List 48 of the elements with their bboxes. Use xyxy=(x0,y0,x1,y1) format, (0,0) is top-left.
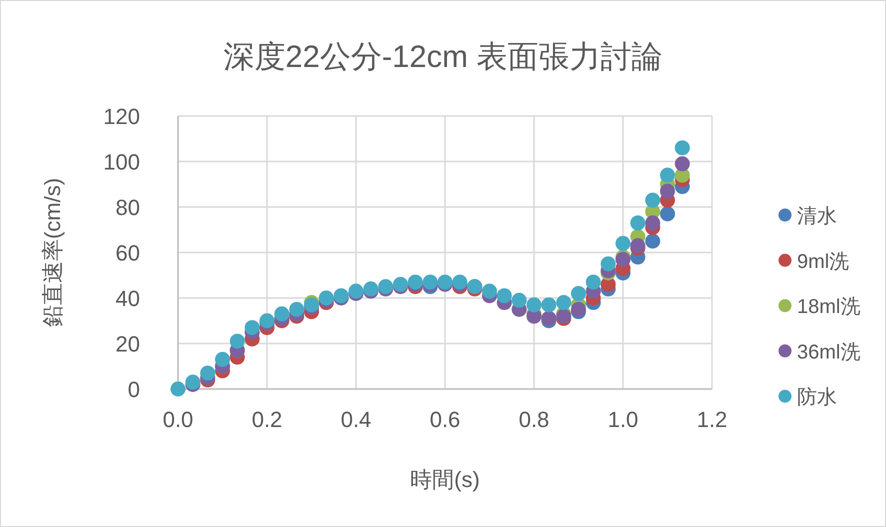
point xyxy=(170,382,186,396)
y-tick-label: 60 xyxy=(116,240,140,266)
y-tick-label: 20 xyxy=(116,332,140,356)
x-tick-label: 1.2 xyxy=(696,407,728,432)
legend-label: 9ml洗 xyxy=(797,250,850,273)
point xyxy=(244,320,260,336)
point xyxy=(571,286,586,301)
point xyxy=(674,156,690,172)
legend-label: 防水 xyxy=(797,386,837,409)
point xyxy=(645,234,660,249)
point xyxy=(512,292,527,308)
point xyxy=(630,215,646,230)
point xyxy=(526,297,542,312)
x-tick-label: 0.2 xyxy=(252,407,282,432)
y-tick-label: 120 xyxy=(103,104,140,129)
point xyxy=(274,306,290,322)
point xyxy=(215,352,230,367)
point xyxy=(645,192,660,208)
point xyxy=(616,236,630,251)
point xyxy=(541,297,556,312)
legend-label: 36ml洗 xyxy=(797,341,860,364)
x-axis-title: 時間(s) xyxy=(410,467,480,492)
point xyxy=(674,140,690,156)
point xyxy=(645,215,660,230)
y-tick-label: 100 xyxy=(103,150,140,174)
point xyxy=(482,284,497,299)
point xyxy=(230,334,245,349)
legend-label: 清水 xyxy=(797,206,837,228)
point xyxy=(556,295,572,310)
y-axis-title: 鉛直速率(cm/s) xyxy=(40,178,65,328)
point xyxy=(200,366,216,381)
chart-title: 深度22公分-12cm 表面張力討論 xyxy=(223,39,663,74)
y-tick-label: 0 xyxy=(128,377,140,402)
point xyxy=(660,206,675,222)
x-tick-label: 0.6 xyxy=(430,407,460,432)
point xyxy=(600,256,616,272)
point xyxy=(660,184,675,199)
point xyxy=(496,288,512,304)
legend-label: 18ml洗 xyxy=(797,296,860,318)
y-tick-label: 40 xyxy=(116,286,140,311)
y-tick-label: 80 xyxy=(116,195,140,220)
point xyxy=(289,302,304,317)
x-tick-label: 0.4 xyxy=(340,407,372,432)
x-tick-label: 0.8 xyxy=(518,407,550,432)
point xyxy=(660,168,675,183)
point xyxy=(586,274,601,290)
x-tick-label: 1.0 xyxy=(608,407,638,432)
x-tick-label: 0.0 xyxy=(162,407,194,432)
